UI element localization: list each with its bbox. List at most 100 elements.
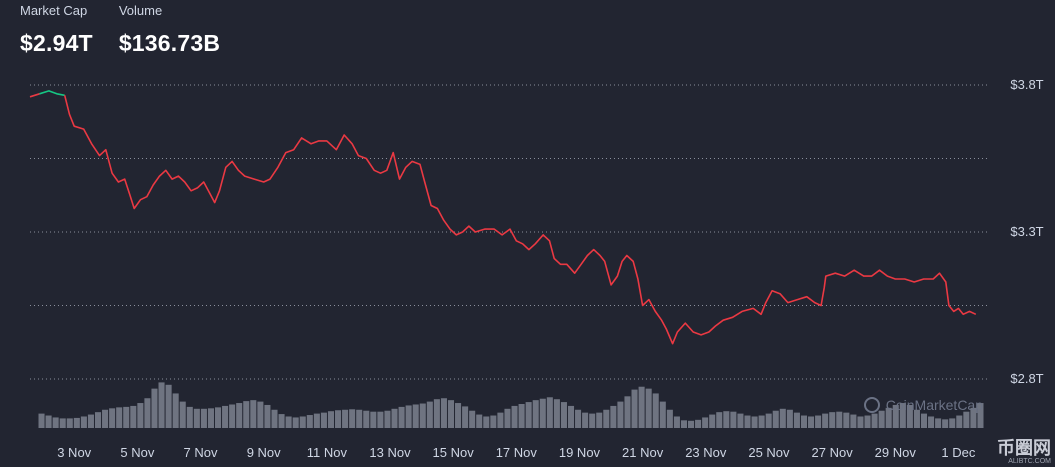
x-tick-label: 13 Nov xyxy=(369,445,411,460)
volume-bar xyxy=(504,408,511,428)
volume-bar xyxy=(511,405,518,428)
price-line-segment xyxy=(39,90,65,97)
volume-bar xyxy=(631,389,638,428)
volume-bar xyxy=(80,416,87,428)
volume-bar xyxy=(793,412,800,428)
stamp-main-text: 币圈网 xyxy=(997,438,1051,458)
x-tick-label: 25 Nov xyxy=(748,445,790,460)
volume-bar xyxy=(737,413,744,428)
volume-stat: Volume $136.73B xyxy=(119,4,220,57)
volume-bar xyxy=(617,401,624,428)
volume-bar xyxy=(935,418,942,428)
volume-bar xyxy=(426,401,433,428)
volume-bar xyxy=(66,418,73,428)
volume-bar xyxy=(942,419,949,428)
volume-bar xyxy=(320,412,327,428)
volume-bar xyxy=(560,402,567,428)
volume-bar xyxy=(440,398,447,428)
volume-bar xyxy=(645,388,652,428)
volume-bar xyxy=(864,415,871,428)
volume-bar xyxy=(271,409,278,428)
volume-bar xyxy=(285,416,292,428)
volume-bar xyxy=(779,408,786,428)
x-tick-label: 3 Nov xyxy=(57,445,91,460)
volume-bar xyxy=(391,408,398,428)
volume-bar xyxy=(963,411,970,428)
volume-bar xyxy=(207,408,214,428)
volume-bar xyxy=(250,400,257,428)
volume-bar xyxy=(546,397,553,428)
volume-bar xyxy=(751,416,758,428)
y-tick-label: $3.3T xyxy=(1010,224,1043,239)
volume-bar xyxy=(342,409,349,428)
volume-bar xyxy=(398,406,405,428)
volume-bar xyxy=(829,412,836,428)
price-line-segment xyxy=(29,93,40,98)
volume-bar xyxy=(327,411,335,428)
volume-bar xyxy=(151,388,158,428)
volume-bar xyxy=(264,404,271,428)
coinmarketcap-logo-icon xyxy=(863,397,880,413)
volume-bar xyxy=(822,413,829,428)
volume-bar xyxy=(52,417,59,428)
stats-bar: Market Cap $2.94T Volume $136.73B xyxy=(20,4,220,57)
volume-bar xyxy=(405,405,412,428)
volume-bar xyxy=(158,382,165,428)
volume-bar xyxy=(278,414,285,428)
volume-bar xyxy=(497,412,504,428)
volume-bar xyxy=(236,403,243,428)
volume-bar xyxy=(243,401,250,428)
volume-bar xyxy=(695,419,702,428)
volume-bar xyxy=(702,417,709,428)
volume-bar xyxy=(412,404,419,428)
volume-bar xyxy=(370,411,377,428)
volume-bar xyxy=(772,410,779,428)
x-tick-label: 21 Nov xyxy=(622,445,664,460)
volume-bar xyxy=(356,409,363,428)
volume-bar xyxy=(222,405,229,428)
volume-bar xyxy=(836,411,843,428)
volume-bar xyxy=(723,411,730,428)
volume-bar xyxy=(447,400,455,428)
volume-bar xyxy=(680,420,687,428)
volume-bar xyxy=(744,415,751,428)
volume-bar xyxy=(949,418,956,428)
volume-bar xyxy=(575,409,582,428)
volume-bar xyxy=(709,414,716,428)
volume-bar xyxy=(589,413,596,428)
volume-bar xyxy=(956,415,963,428)
x-tick-label: 5 Nov xyxy=(120,445,154,460)
market-cap-value: $2.94T xyxy=(20,30,93,56)
volume-bar xyxy=(193,408,200,428)
volume-bar xyxy=(349,409,356,428)
volume-bar xyxy=(525,402,532,428)
volume-bar xyxy=(172,393,179,428)
volume-bar xyxy=(532,400,539,428)
volume-bar xyxy=(109,408,116,428)
volume-bar xyxy=(94,412,102,428)
site-stamp: 币圈网 ALIBTC.COM xyxy=(997,434,1051,465)
volume-bar xyxy=(137,403,144,428)
market-cap-stat: Market Cap $2.94T xyxy=(20,4,93,57)
x-tick-label: 1 Dec xyxy=(941,445,975,460)
volume-bar xyxy=(87,414,94,428)
volume-bar xyxy=(596,412,603,428)
volume-bar xyxy=(582,412,589,428)
volume-bar xyxy=(652,393,659,428)
volume-bar xyxy=(885,407,892,428)
volume-bar xyxy=(45,415,52,428)
x-tick-label: 15 Nov xyxy=(433,445,475,460)
market-cap-label: Market Cap xyxy=(20,3,88,18)
volume-bar xyxy=(871,413,878,428)
volume-value: $136.73B xyxy=(118,30,221,56)
x-tick-label: 9 Nov xyxy=(247,445,281,460)
volume-bar xyxy=(899,403,906,428)
x-tick-label: 19 Nov xyxy=(559,445,601,460)
volume-bar xyxy=(518,404,525,428)
volume-label: Volume xyxy=(118,3,163,18)
volume-bar xyxy=(765,413,772,428)
volume-bar xyxy=(306,415,313,428)
coinmarketcap-watermark: CoinMarketCap xyxy=(863,397,983,413)
volume-bar xyxy=(666,409,673,428)
